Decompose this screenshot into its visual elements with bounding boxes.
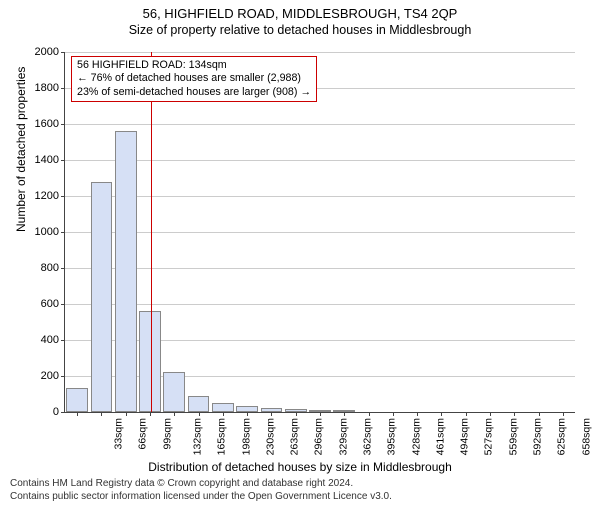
xtick-label: 165sqm: [216, 418, 228, 455]
xtick-label: 99sqm: [161, 418, 173, 450]
xtick-mark: [223, 412, 224, 416]
xtick-label: 329sqm: [337, 418, 349, 455]
footer-line2: Contains public sector information licen…: [10, 491, 392, 504]
xtick-label: 66sqm: [137, 418, 149, 450]
xtick-mark: [466, 412, 467, 416]
annotation-line3: 23% of semi-detached houses are larger (…: [77, 86, 311, 99]
ytick-label: 600: [41, 298, 59, 310]
xtick-label: 33sqm: [113, 418, 125, 450]
xtick-mark: [320, 412, 321, 416]
xtick-label: 461sqm: [434, 418, 446, 455]
xtick-mark: [174, 412, 175, 416]
xtick-mark: [296, 412, 297, 416]
marker-line: [151, 52, 152, 412]
bar: [139, 311, 161, 412]
footer-attribution: Contains HM Land Registry data © Crown c…: [10, 478, 392, 503]
ytick-label: 400: [41, 334, 59, 346]
annotation-line2: ← 76% of detached houses are smaller (2,…: [77, 72, 311, 85]
bar: [91, 182, 113, 412]
bar: [66, 388, 88, 412]
bar: [163, 372, 185, 412]
xtick-mark: [247, 412, 248, 416]
ytick-label: 1600: [35, 118, 59, 130]
xtick-mark: [77, 412, 78, 416]
xtick-label: 527sqm: [483, 418, 495, 455]
y-axis-label: Number of detached properties: [14, 67, 28, 232]
gridline: [65, 232, 575, 233]
xtick-mark: [101, 412, 102, 416]
gridline: [65, 268, 575, 269]
ytick-label: 2000: [35, 46, 59, 58]
xtick-mark: [490, 412, 491, 416]
gridline: [65, 196, 575, 197]
ytick-mark: [61, 124, 65, 125]
bar: [212, 403, 234, 412]
ytick-label: 200: [41, 370, 59, 382]
ytick-label: 1000: [35, 226, 59, 238]
annotation-line1: 56 HIGHFIELD ROAD: 134sqm: [77, 59, 311, 72]
xtick-mark: [514, 412, 515, 416]
ytick-mark: [61, 304, 65, 305]
xtick-label: 658sqm: [580, 418, 592, 455]
page-title: 56, HIGHFIELD ROAD, MIDDLESBROUGH, TS4 2…: [0, 6, 600, 21]
xtick-label: 132sqm: [191, 418, 203, 455]
xtick-label: 559sqm: [507, 418, 519, 455]
xtick-label: 296sqm: [313, 418, 325, 455]
chart-plot-area: 020040060080010001200140016001800200033s…: [64, 52, 575, 413]
bar: [115, 131, 137, 412]
xtick-mark: [126, 412, 127, 416]
xtick-label: 395sqm: [386, 418, 398, 455]
ytick-mark: [61, 340, 65, 341]
xtick-label: 198sqm: [240, 418, 252, 455]
gridline: [65, 52, 575, 53]
xtick-mark: [369, 412, 370, 416]
xtick-label: 362sqm: [361, 418, 373, 455]
xtick-label: 230sqm: [264, 418, 276, 455]
xtick-mark: [271, 412, 272, 416]
xtick-mark: [344, 412, 345, 416]
xtick-mark: [563, 412, 564, 416]
xtick-label: 263sqm: [289, 418, 301, 455]
xtick-label: 494sqm: [459, 418, 471, 455]
xtick-mark: [441, 412, 442, 416]
xtick-mark: [199, 412, 200, 416]
ytick-mark: [61, 196, 65, 197]
x-axis-label: Distribution of detached houses by size …: [0, 460, 600, 474]
ytick-mark: [61, 376, 65, 377]
ytick-mark: [61, 268, 65, 269]
ytick-label: 1800: [35, 82, 59, 94]
gridline: [65, 304, 575, 305]
ytick-mark: [61, 232, 65, 233]
ytick-mark: [61, 88, 65, 89]
xtick-mark: [417, 412, 418, 416]
xtick-label: 625sqm: [556, 418, 568, 455]
ytick-mark: [61, 52, 65, 53]
footer-line1: Contains HM Land Registry data © Crown c…: [10, 478, 392, 491]
gridline: [65, 160, 575, 161]
xtick-mark: [150, 412, 151, 416]
ytick-mark: [61, 160, 65, 161]
annotation-box: 56 HIGHFIELD ROAD: 134sqm← 76% of detach…: [71, 56, 317, 102]
ytick-mark: [61, 412, 65, 413]
xtick-label: 592sqm: [531, 418, 543, 455]
ytick-label: 0: [53, 406, 59, 418]
xtick-label: 428sqm: [410, 418, 422, 455]
chart-subtitle: Size of property relative to detached ho…: [0, 23, 600, 37]
gridline: [65, 124, 575, 125]
ytick-label: 800: [41, 262, 59, 274]
xtick-mark: [539, 412, 540, 416]
xtick-mark: [393, 412, 394, 416]
ytick-label: 1400: [35, 154, 59, 166]
ytick-label: 1200: [35, 190, 59, 202]
bar: [188, 396, 210, 412]
